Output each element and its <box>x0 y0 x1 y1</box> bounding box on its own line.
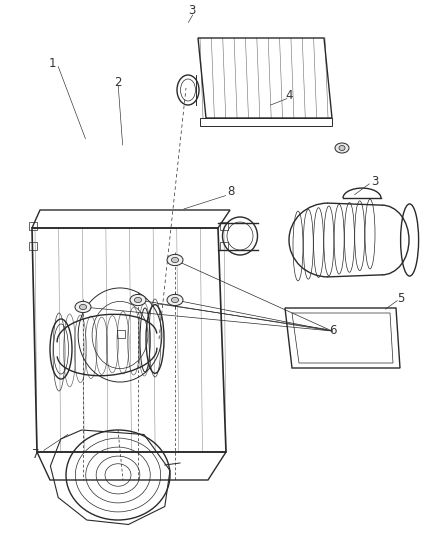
Bar <box>117 330 125 338</box>
Text: 4: 4 <box>285 90 293 102</box>
Text: 5: 5 <box>397 292 404 305</box>
Text: 1: 1 <box>49 58 57 70</box>
Bar <box>220 242 228 250</box>
Ellipse shape <box>167 294 183 305</box>
Text: 3: 3 <box>188 4 195 17</box>
Bar <box>29 242 37 250</box>
Text: 2: 2 <box>113 76 121 89</box>
Text: 7: 7 <box>32 448 40 461</box>
Bar <box>220 222 228 230</box>
Ellipse shape <box>167 254 183 265</box>
Text: 3: 3 <box>371 175 378 188</box>
Ellipse shape <box>79 304 87 310</box>
Ellipse shape <box>134 297 141 303</box>
Ellipse shape <box>75 301 91 312</box>
Ellipse shape <box>171 297 179 303</box>
Text: 6: 6 <box>329 324 337 337</box>
Ellipse shape <box>339 146 345 150</box>
Ellipse shape <box>171 257 179 263</box>
Ellipse shape <box>335 143 349 153</box>
Ellipse shape <box>130 294 146 305</box>
Bar <box>29 222 37 230</box>
Bar <box>200 118 332 126</box>
Text: 8: 8 <box>228 185 235 198</box>
